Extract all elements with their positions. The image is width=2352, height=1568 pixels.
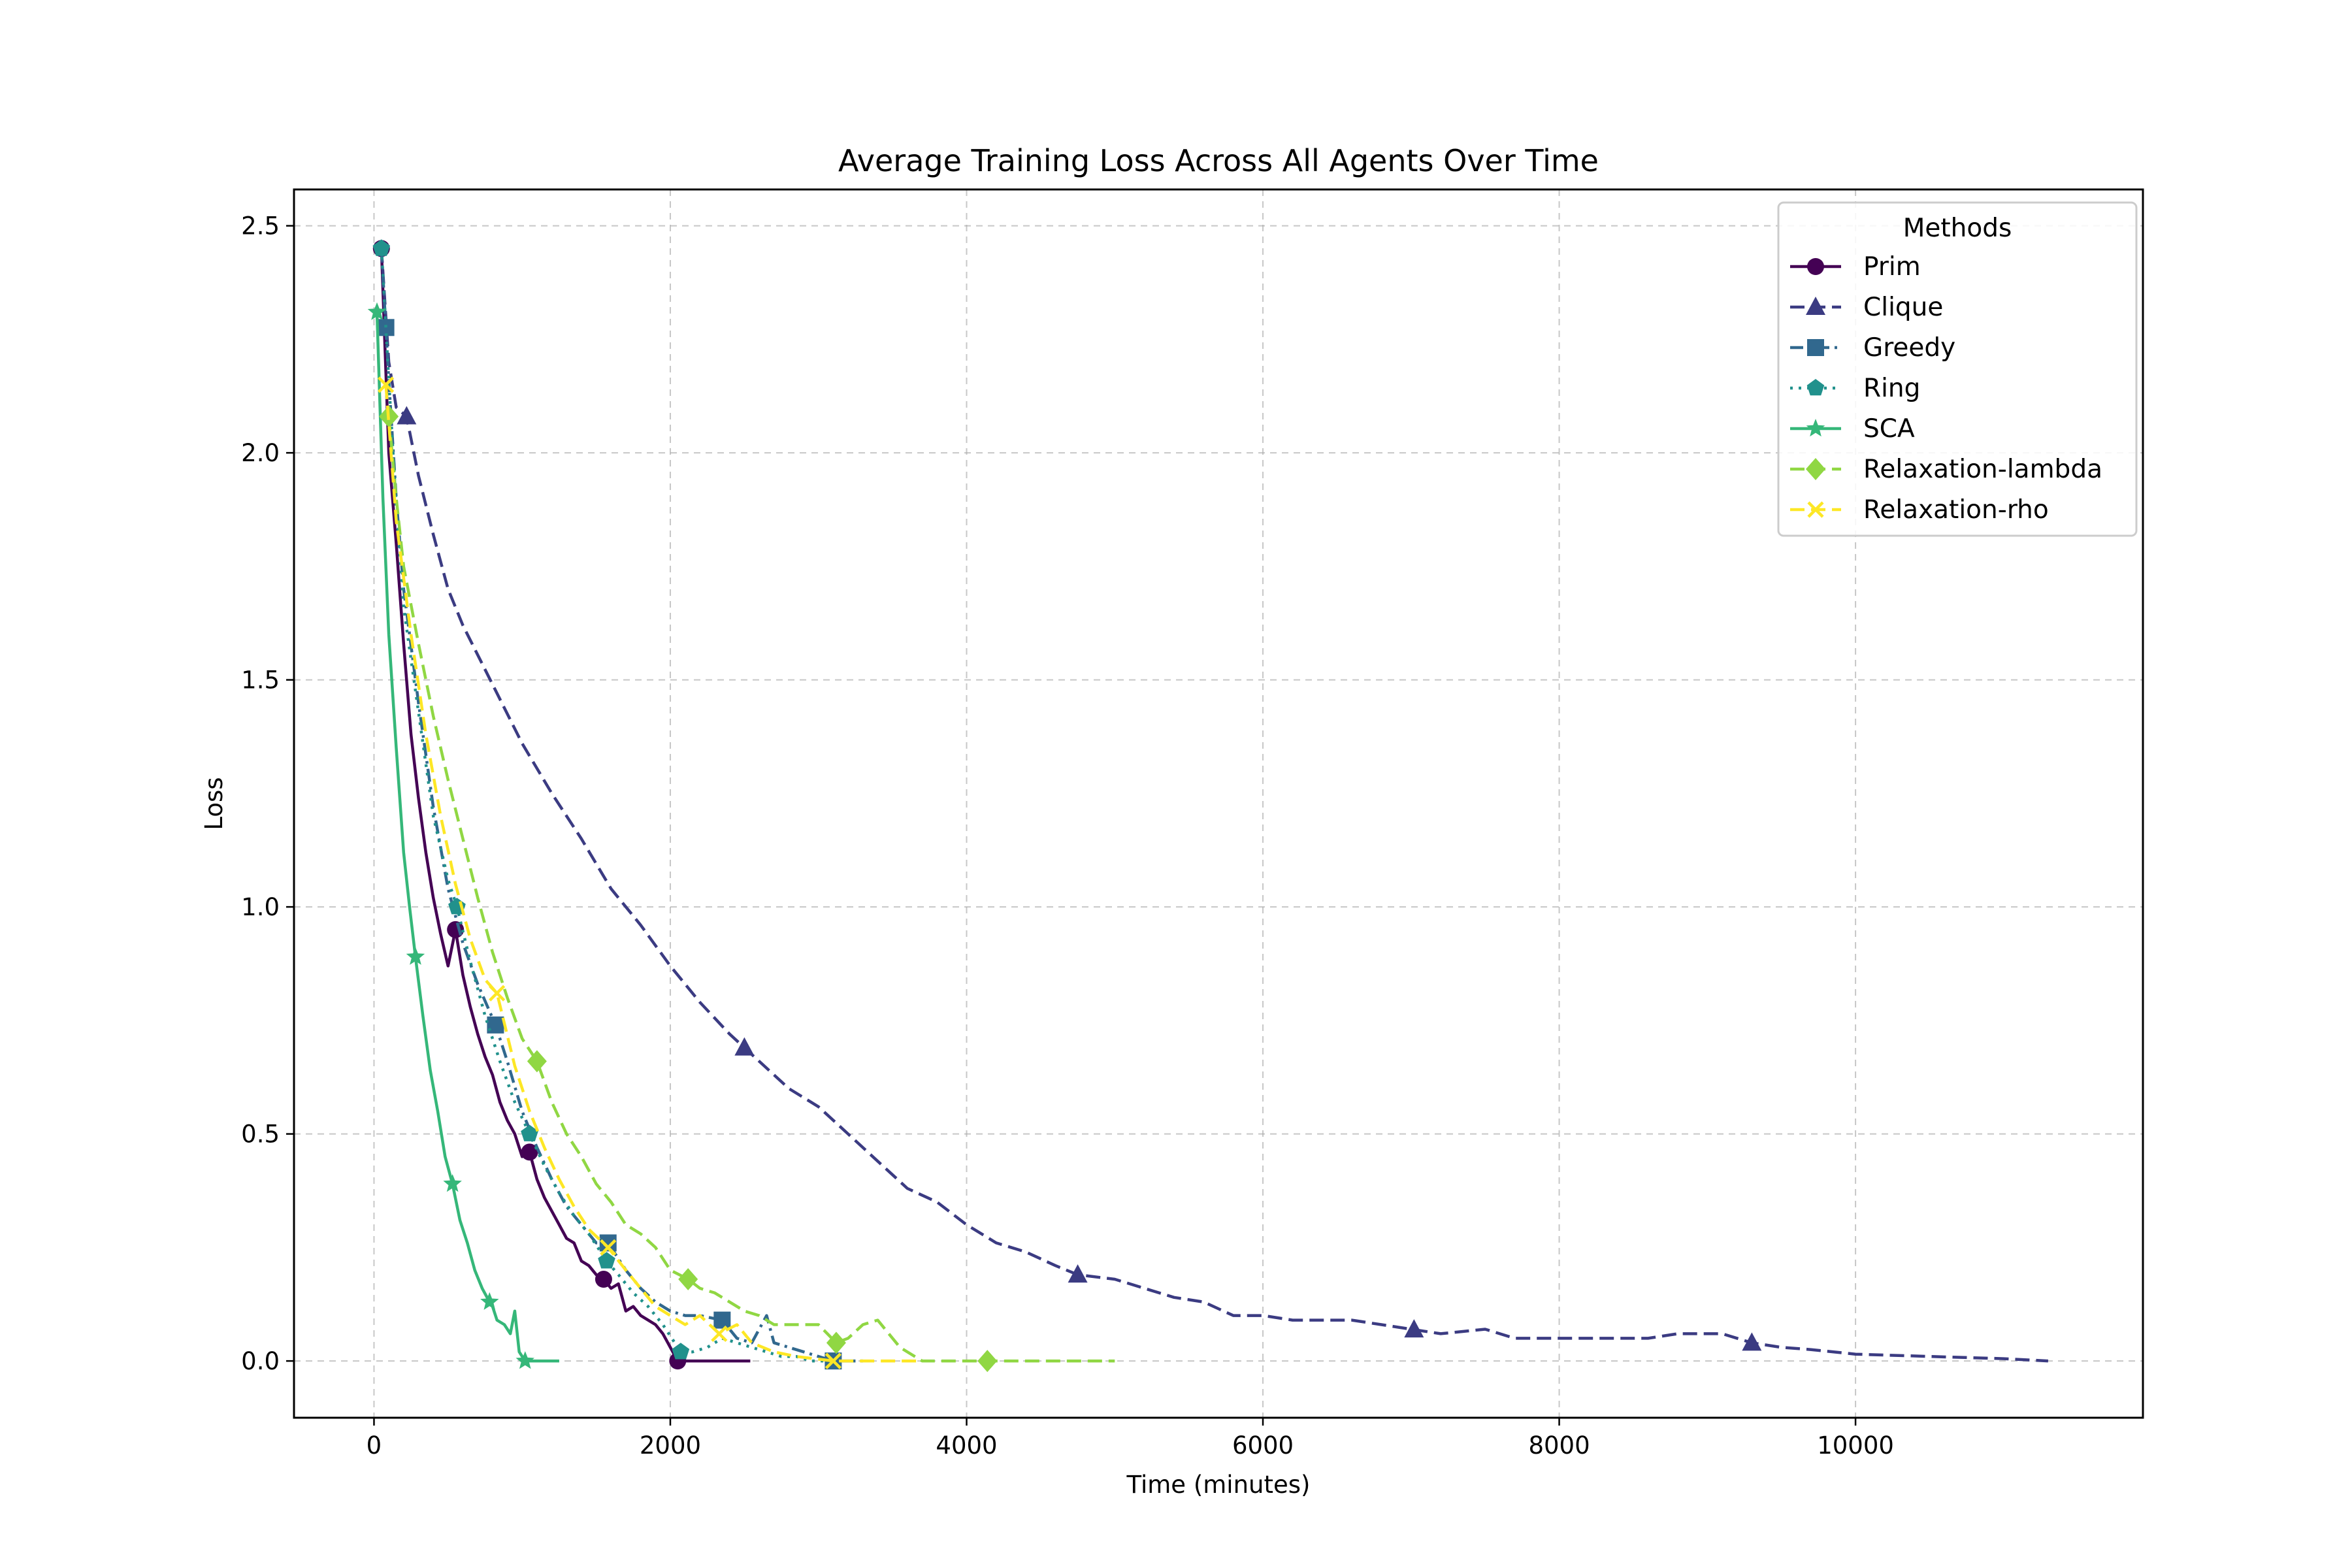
legend-marker-prim xyxy=(1807,258,1824,275)
series-marker-greedy xyxy=(487,1016,504,1034)
legend-item-relaxation-lambda: Relaxation-lambda xyxy=(1790,455,2102,484)
series-marker-relaxation-rho xyxy=(825,1352,842,1369)
series-marker-sca xyxy=(406,947,425,965)
series-marker-prim xyxy=(521,1143,538,1161)
legend-title: Methods xyxy=(1903,214,2012,243)
series-sca xyxy=(367,302,559,1369)
series-marker-relaxation-lambda xyxy=(977,1350,998,1373)
series-marker-ring xyxy=(521,1124,538,1141)
plot-frame xyxy=(293,188,2144,1419)
x-tick-label: 4000 xyxy=(936,1431,997,1460)
legend-label-ring: Ring xyxy=(1863,374,1920,403)
x-tick-label: 6000 xyxy=(1232,1431,1294,1460)
y-tick-label: 1.5 xyxy=(241,666,280,694)
series-line-relaxation-rho xyxy=(384,384,923,1363)
series-marker-relaxation-rho-stroke xyxy=(489,985,506,1002)
legend-label-prim: Prim xyxy=(1863,252,1921,282)
series-clique xyxy=(380,248,2049,1363)
legend-marker-relaxation-rho-stroke xyxy=(1807,501,1824,518)
series-marker-prim xyxy=(595,1271,612,1288)
series-marker-sca xyxy=(443,1174,462,1192)
series-marker-relaxation-rho-stroke xyxy=(711,1325,728,1343)
legend-item-clique: Clique xyxy=(1790,293,1943,322)
series-marker-clique xyxy=(397,406,417,425)
series-line-clique xyxy=(380,248,2049,1363)
legend: Methods Prim Clique Greedy Ring SCA Relaxatio… xyxy=(1777,201,2138,537)
legend-label-sca: SCA xyxy=(1863,414,1915,444)
legend-item-sca: SCA xyxy=(1790,414,1915,444)
series-marker-clique xyxy=(734,1037,755,1056)
legend-marker-sca xyxy=(1806,419,1825,437)
y-tick-label: 0.0 xyxy=(241,1347,280,1375)
series-marker-relaxation-lambda xyxy=(527,1050,547,1073)
x-axis-label: Time (minutes) xyxy=(1126,1471,1311,1499)
x-tick-label: 0 xyxy=(367,1431,382,1460)
series-relaxation-lambda xyxy=(379,405,1115,1373)
series-line-ring xyxy=(380,248,834,1363)
series-marker-relaxation-rho-stroke xyxy=(378,376,395,393)
y-axis-label: Loss xyxy=(200,777,228,830)
series-marker-relaxation-rho-stroke xyxy=(600,1239,617,1256)
legend-label-clique: Clique xyxy=(1863,293,1943,322)
legend-marker-relaxation-lambda xyxy=(1806,458,1825,480)
y-tick-label: 2.5 xyxy=(241,212,280,240)
series-marker-greedy xyxy=(713,1311,731,1329)
series-marker-clique xyxy=(1404,1319,1424,1338)
series-marker-ring xyxy=(372,239,391,256)
legend-item-prim: Prim xyxy=(1790,252,1921,282)
axis-ticks: 0 2000 4000 6000 8000 10000 0.0 0.5 1.0 1.5 2.0 2.5 xyxy=(241,212,1894,1460)
series-marker-ring xyxy=(672,1343,690,1360)
legend-marker-clique xyxy=(1806,297,1825,315)
legend-box xyxy=(1777,201,2138,537)
series-line-prim xyxy=(380,248,751,1363)
legend-marker-relaxation-rho xyxy=(1807,501,1824,518)
legend-item-relaxation-rho: Relaxation-rho xyxy=(1790,495,2049,525)
series-layer xyxy=(367,239,2049,1373)
series-marker-relaxation-rho xyxy=(600,1239,617,1256)
legend-label-greedy: Greedy xyxy=(1863,333,1955,363)
series-marker-clique xyxy=(1068,1264,1088,1283)
legend-label-relaxation-rho: Relaxation-rho xyxy=(1863,495,2049,525)
series-marker-greedy xyxy=(377,319,395,336)
series-line-relaxation-lambda xyxy=(387,416,1115,1363)
legend-label-relaxation-lambda: Relaxation-lambda xyxy=(1863,455,2102,484)
series-marker-relaxation-lambda xyxy=(678,1268,698,1291)
series-marker-relaxation-lambda xyxy=(826,1331,846,1354)
y-tick-label: 2.0 xyxy=(241,439,280,467)
chart-title: Average Training Loss Across All Agents … xyxy=(838,143,1599,178)
legend-marker-greedy xyxy=(1807,339,1824,356)
legend-item-greedy: Greedy xyxy=(1790,333,1955,363)
series-marker-sca xyxy=(367,302,387,320)
y-tick-label: 1.0 xyxy=(241,893,280,921)
series-marker-sca xyxy=(480,1292,499,1310)
series-marker-relaxation-rho-stroke xyxy=(825,1352,842,1369)
y-tick-label: 0.5 xyxy=(241,1120,280,1149)
series-marker-relaxation-rho xyxy=(378,376,395,393)
x-tick-label: 10000 xyxy=(1817,1431,1894,1460)
series-line-greedy xyxy=(380,248,863,1363)
series-relaxation-rho xyxy=(378,376,923,1369)
x-tick-label: 8000 xyxy=(1528,1431,1590,1460)
series-line-sca xyxy=(375,312,559,1363)
legend-item-ring: Ring xyxy=(1790,374,1920,403)
series-marker-ring xyxy=(598,1252,615,1269)
series-marker-relaxation-rho xyxy=(711,1325,728,1343)
legend-marker-ring xyxy=(1806,379,1825,396)
series-marker-sca xyxy=(515,1351,534,1369)
series-marker-relaxation-rho xyxy=(489,985,506,1002)
series-marker-clique xyxy=(1742,1332,1762,1351)
x-tick-label: 2000 xyxy=(640,1431,701,1460)
